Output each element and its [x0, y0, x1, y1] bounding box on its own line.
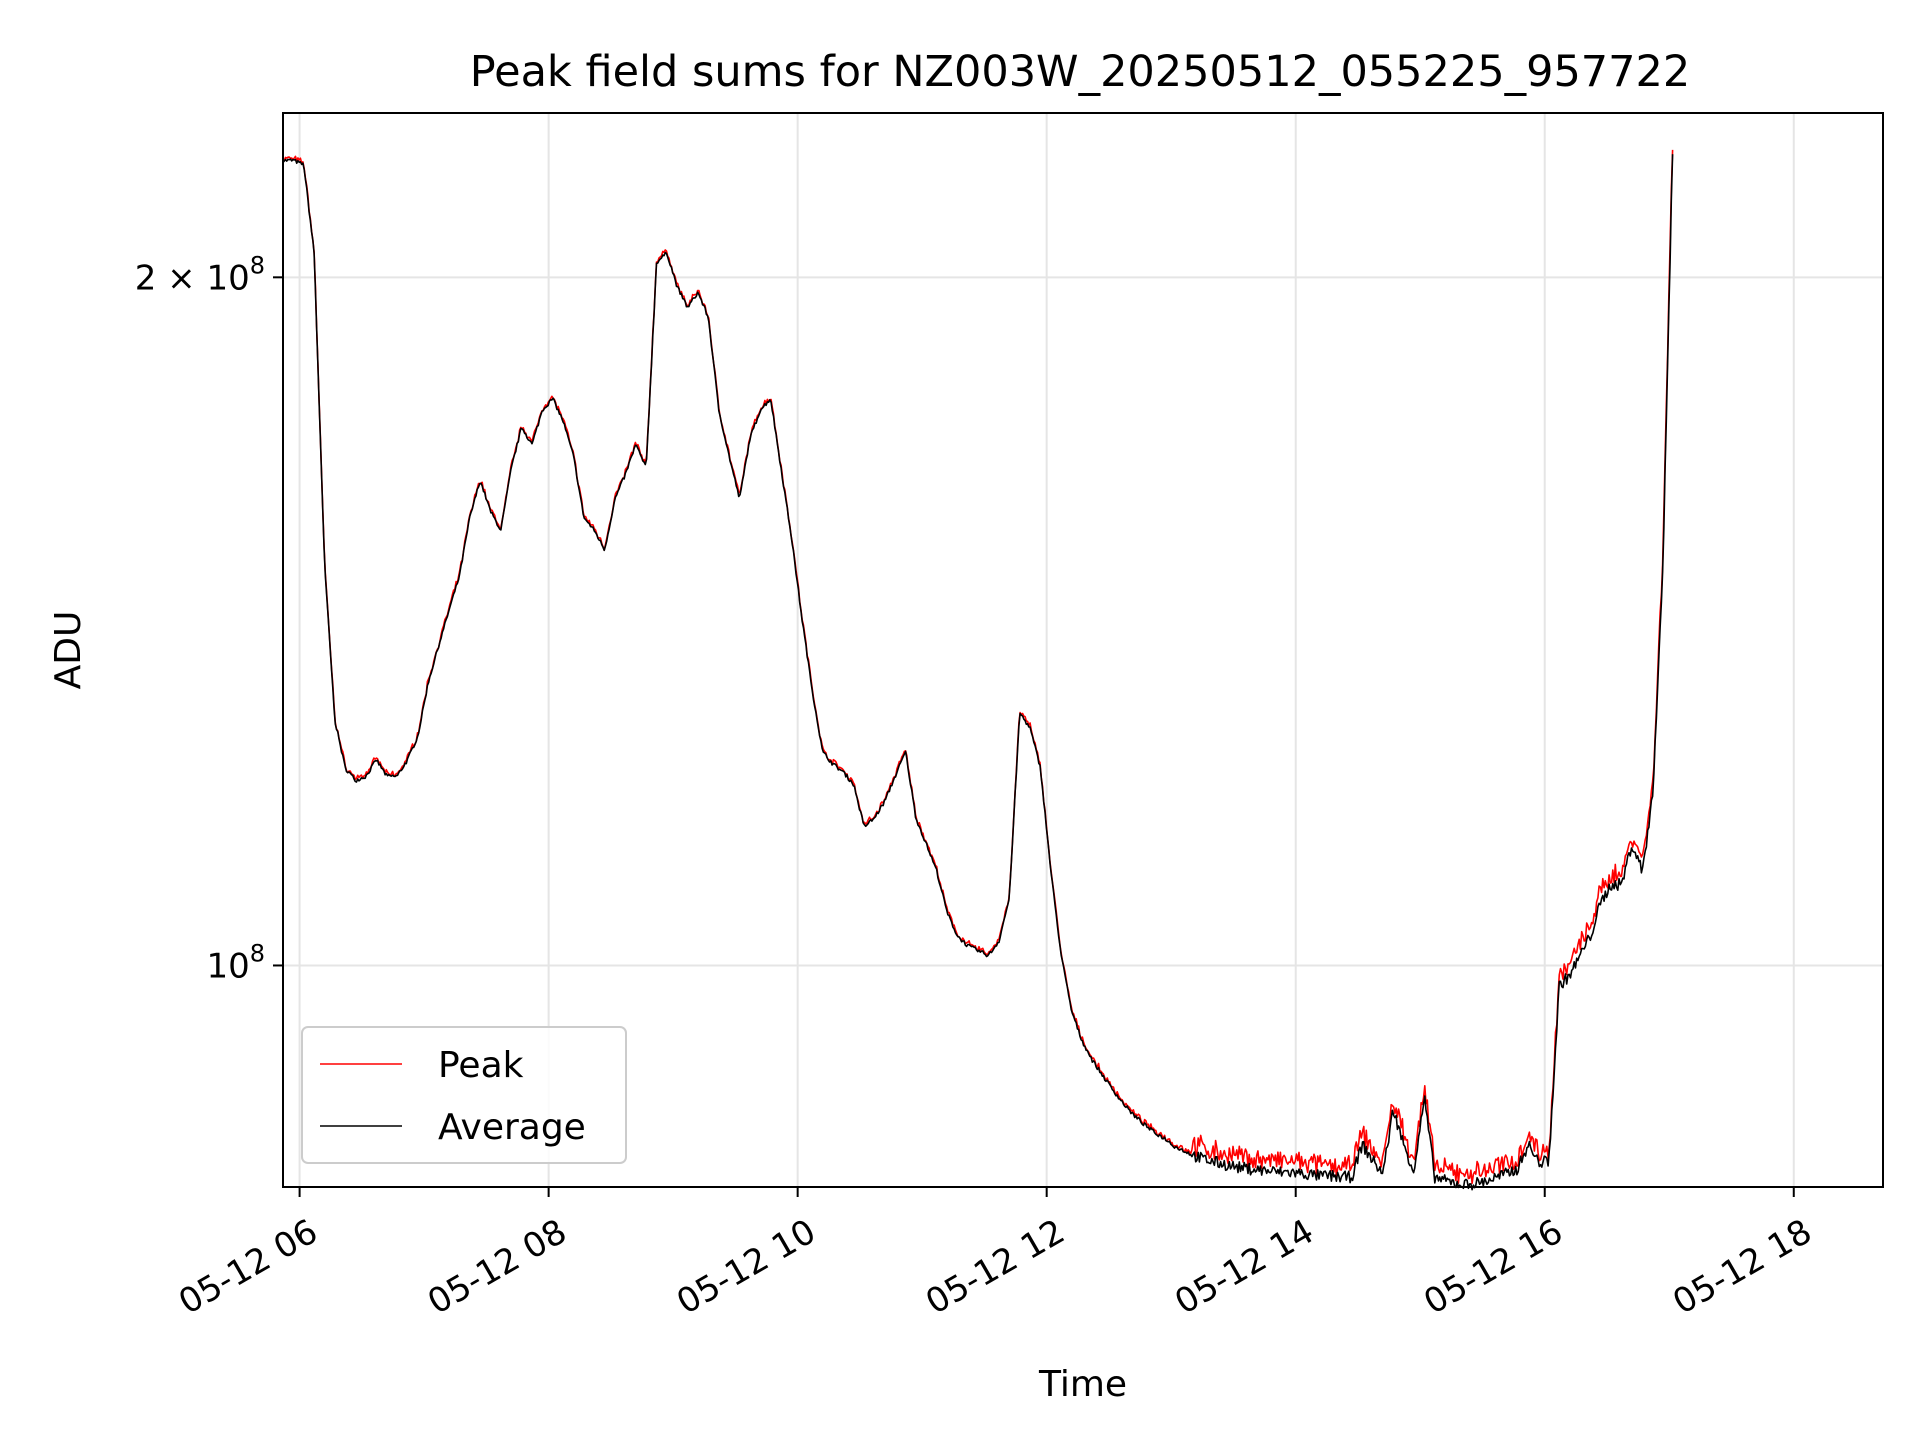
- plot-frame: [282, 112, 1884, 1188]
- x-tick-label: 05-12 10: [670, 1212, 822, 1323]
- x-tick-label: 05-12 16: [1417, 1212, 1569, 1323]
- x-tick-label: 05-12 06: [172, 1212, 324, 1323]
- series-line-average: [282, 154, 1674, 1191]
- x-axis-label: Time: [1038, 1364, 1127, 1405]
- grid: [283, 113, 1883, 1187]
- x-axis-ticks: 05-12 06 05-12 08 05-12 10 05-12 12 05-12 14…: [172, 1187, 1819, 1323]
- x-tick-label: 05-12 12: [919, 1212, 1071, 1323]
- y-tick-label: 108: [206, 939, 265, 986]
- chart-title: Peak field sums for NZ003W_20250512_0552…: [470, 47, 1691, 97]
- y-axis-label: ADU: [48, 611, 89, 690]
- legend-label-average: Average: [438, 1107, 586, 1148]
- series-layer: [282, 149, 1674, 1191]
- legend-label-peak: Peak: [438, 1045, 524, 1086]
- y-axis-ticks: 108 2 × 108: [135, 251, 283, 986]
- legend: Peak Average: [301, 1026, 627, 1164]
- legend-box: [301, 1026, 627, 1164]
- y-tick-label: 2 × 108: [135, 251, 265, 298]
- x-tick-label: 05-12 08: [421, 1212, 573, 1323]
- x-tick-label: 05-12 14: [1168, 1212, 1320, 1323]
- x-tick-label: 05-12 18: [1666, 1212, 1818, 1323]
